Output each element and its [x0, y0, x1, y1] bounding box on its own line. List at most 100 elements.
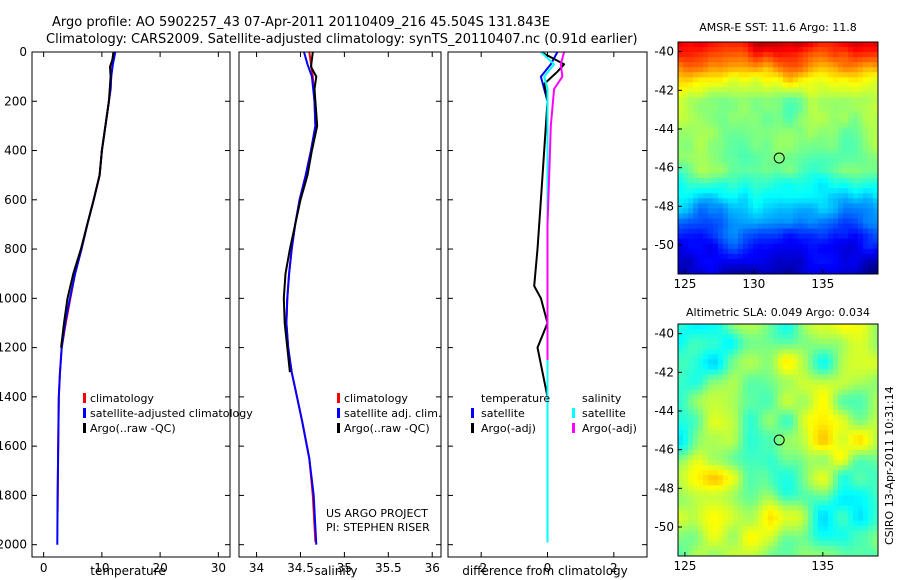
map-cell — [788, 168, 794, 174]
map-cell — [848, 339, 854, 345]
map-cell — [778, 208, 784, 215]
map-cell — [733, 510, 739, 517]
map-cell — [843, 117, 849, 124]
map-cell — [863, 233, 869, 240]
map-cell — [858, 42, 864, 48]
map-cell — [808, 535, 814, 542]
map-cell — [833, 208, 839, 215]
map-cell — [823, 379, 829, 386]
map-cell — [788, 374, 794, 381]
map-cell — [843, 147, 849, 154]
map-cell — [728, 460, 734, 466]
map-cell — [793, 490, 799, 497]
map-cell — [783, 344, 789, 350]
map-cell — [783, 540, 789, 547]
map-cell — [713, 329, 719, 335]
map-cell — [773, 429, 779, 436]
map-cell — [743, 147, 749, 154]
map-cell — [693, 178, 699, 184]
map-cell — [758, 263, 764, 270]
map-cell — [708, 470, 714, 476]
map-cell — [843, 173, 849, 179]
map-cell — [853, 152, 859, 159]
series-line — [540, 52, 556, 543]
map-cell — [828, 117, 834, 124]
map-cell — [758, 525, 764, 532]
map-cell — [788, 158, 794, 164]
map-cell — [708, 364, 714, 370]
map-cell — [763, 122, 769, 129]
map-cell — [838, 409, 844, 416]
map-cell — [723, 475, 729, 481]
x-tick-label: 34 — [249, 561, 264, 575]
map-cell — [778, 82, 784, 88]
map-cell — [753, 82, 759, 88]
map-cell — [848, 394, 854, 401]
map-cell — [818, 525, 824, 532]
map-cell — [703, 324, 709, 330]
map-cell — [803, 42, 809, 48]
map-cell — [708, 334, 714, 340]
map-cell — [783, 369, 789, 376]
map-cell — [783, 334, 789, 340]
map-cell — [823, 455, 829, 461]
map-cell — [698, 409, 704, 416]
map-cell — [768, 163, 774, 169]
map-cell — [853, 470, 859, 476]
map-cell — [773, 112, 779, 119]
map-cell — [798, 77, 804, 83]
map-cell — [718, 540, 724, 547]
map-cell — [768, 87, 774, 94]
map-cell — [708, 42, 714, 48]
map-cell — [723, 173, 729, 179]
map-cell — [723, 409, 729, 416]
map-cell — [843, 414, 849, 421]
map-cell — [698, 198, 704, 204]
map-cell — [713, 510, 719, 517]
map-cell — [683, 47, 689, 53]
map-cell — [758, 127, 764, 134]
map-cell — [703, 183, 709, 189]
map-cell — [813, 178, 819, 184]
map-cell — [678, 450, 684, 456]
map-cell — [858, 545, 864, 552]
map-cell — [758, 188, 764, 194]
map-cell — [698, 142, 704, 149]
salinity-axes-frame — [238, 51, 442, 558]
map-cell — [733, 389, 739, 396]
map-cell — [683, 480, 689, 486]
map-cell — [708, 268, 714, 274]
map-cell — [803, 520, 809, 527]
map-cell — [798, 440, 804, 446]
map-cell — [793, 188, 799, 194]
map-cell — [798, 132, 804, 139]
map-cell — [738, 132, 744, 139]
map-cell — [803, 550, 809, 556]
map-cell — [798, 228, 804, 235]
map-cell — [778, 117, 784, 124]
map-cell — [863, 127, 869, 134]
map-cell — [838, 228, 844, 235]
map-cell — [778, 414, 784, 421]
map-cell — [778, 429, 784, 436]
map-cell — [798, 198, 804, 204]
map-cell — [718, 117, 724, 124]
map-cell — [693, 440, 699, 446]
map-cell — [843, 198, 849, 204]
map-cell — [853, 268, 859, 274]
map-cell — [783, 158, 789, 164]
map-cell — [848, 354, 854, 360]
map-cell — [838, 188, 844, 194]
map-cell — [678, 364, 684, 370]
map-cell — [813, 248, 819, 255]
map-cell — [703, 117, 709, 124]
map-cell — [838, 540, 844, 547]
legend-swatch-temp-satellite — [471, 408, 474, 418]
map-cell — [778, 142, 784, 149]
map-cell — [763, 445, 769, 451]
map-cell — [868, 414, 874, 421]
map-cell — [723, 455, 729, 461]
map-cell — [728, 510, 734, 517]
map-cell — [738, 389, 744, 396]
map-cell — [768, 465, 774, 471]
